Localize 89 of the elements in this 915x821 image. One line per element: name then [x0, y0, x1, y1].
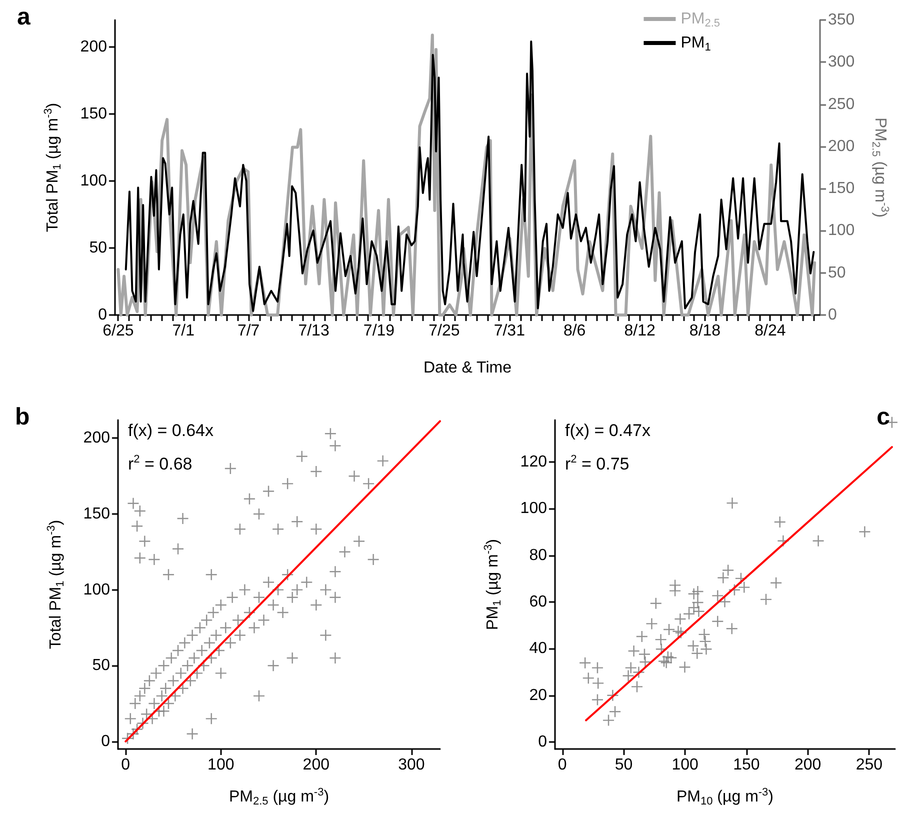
y2-tick-label: 300 — [828, 54, 855, 71]
y2-axis-title: PM2.5 (µg m-3) — [870, 117, 890, 218]
y-tick-label: 50 — [89, 239, 108, 256]
y-tick-label: 0 — [101, 732, 110, 750]
point — [655, 634, 666, 646]
point — [700, 644, 712, 655]
y-tick-label: 150 — [80, 105, 108, 122]
y2-tick-label: 350 — [828, 12, 855, 28]
y-tick-label: 60 — [529, 594, 548, 610]
point — [859, 526, 870, 538]
point — [718, 572, 729, 584]
x-tick-label: 8/12 — [624, 322, 656, 340]
y-axis-title: Total PM1 (µg m-3) — [42, 102, 64, 232]
point — [812, 535, 824, 546]
y2-tick-label: 0 — [828, 306, 837, 324]
point — [719, 596, 730, 608]
y2-tick-label: 200 — [828, 138, 855, 155]
point — [666, 652, 677, 664]
point — [603, 714, 614, 726]
y-tick-label: 100 — [83, 581, 110, 598]
y-tick-label: 0 — [538, 734, 548, 750]
y2-tick-label: 100 — [828, 222, 855, 240]
y-tick-label: 120 — [520, 454, 548, 470]
x-tick-label: 300 — [398, 756, 425, 774]
point — [646, 618, 658, 630]
y-tick-label: 200 — [80, 38, 108, 56]
point — [726, 498, 738, 509]
point — [640, 656, 651, 668]
y-tick-label: 80 — [529, 546, 548, 564]
x-tick-label: 7/7 — [237, 322, 260, 340]
point — [722, 564, 734, 576]
x-tick-label: 8/6 — [563, 322, 586, 340]
y-tick-label: 200 — [83, 430, 110, 447]
point — [738, 582, 750, 593]
y2-tick-label: 50 — [828, 264, 846, 282]
point — [592, 662, 603, 674]
annotation: f(x) = 0.64x — [128, 421, 214, 440]
x-tick-label: 250 — [856, 756, 883, 774]
x-tick-label: 100 — [672, 756, 699, 774]
point — [610, 706, 621, 718]
y-tick-label: 40 — [529, 640, 548, 658]
y-tick-label: 100 — [520, 500, 548, 518]
x-tick-label: 150 — [733, 756, 760, 774]
y-tick-label: 0 — [98, 306, 108, 324]
point — [592, 678, 604, 689]
chart-title: a — [17, 4, 31, 30]
x-tick-label: 7/1 — [172, 322, 195, 340]
chart-title: b — [15, 404, 30, 430]
x-tick-label: 6/25 — [102, 322, 134, 340]
point — [670, 585, 681, 596]
chart-title: c — [876, 404, 890, 430]
x-tick-label: 7/19 — [363, 322, 395, 340]
x-tick-label: 7/25 — [428, 322, 460, 340]
point — [674, 614, 686, 625]
y2-tick-label: 150 — [828, 180, 855, 198]
point — [628, 646, 640, 656]
point — [712, 590, 724, 602]
point — [638, 648, 650, 660]
y-tick-label: 150 — [83, 506, 110, 522]
x-tick-label: 50 — [614, 756, 633, 774]
annotation: f(x) = 0.47x — [565, 421, 652, 440]
x-tick-label: 200 — [302, 756, 330, 774]
point — [631, 681, 642, 692]
y2-tick-label: 250 — [828, 96, 855, 113]
y-axis-title: Total PM1 (µg m-3) — [46, 520, 66, 650]
y-tick-label: 50 — [92, 657, 110, 674]
point — [700, 636, 711, 647]
point — [698, 628, 710, 640]
x-tick-label: 0 — [558, 756, 567, 774]
point — [679, 662, 690, 673]
x-tick-label: 0 — [121, 756, 130, 774]
point — [688, 640, 699, 652]
x-tick-label: 8/24 — [754, 322, 786, 340]
y-axis-title: PM1 (µg m-3) — [482, 539, 504, 630]
point — [692, 648, 703, 659]
point — [625, 662, 636, 674]
point — [692, 586, 704, 597]
point — [622, 670, 634, 682]
x-tick-label: 200 — [794, 756, 822, 774]
x-tick-label: 7/31 — [494, 322, 526, 340]
x-axis-title: Date & Time — [423, 360, 512, 376]
x-tick-label: 8/18 — [689, 322, 721, 340]
point — [592, 694, 603, 706]
x-tick-label: 100 — [208, 756, 234, 774]
y-tick-label: 100 — [80, 172, 108, 190]
y-tick-label: 20 — [529, 686, 548, 704]
x-tick-label: 7/13 — [298, 322, 330, 340]
point — [693, 606, 704, 617]
point — [692, 596, 704, 608]
